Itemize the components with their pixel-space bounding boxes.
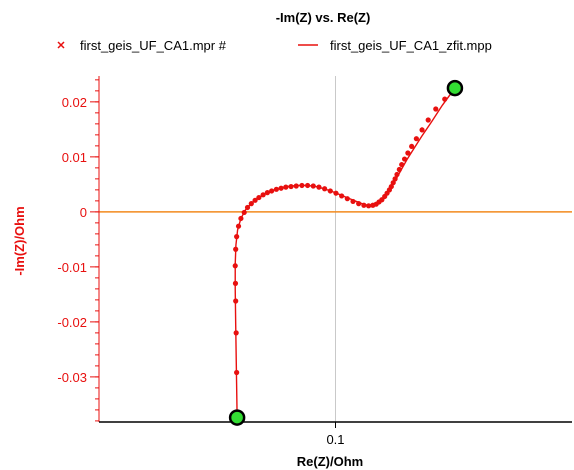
- endpoint-marker: [228, 409, 246, 426]
- data-point: [248, 201, 254, 207]
- data-point: [392, 176, 398, 182]
- data-point: [273, 186, 279, 192]
- data-point: [269, 188, 275, 194]
- data-point: [322, 186, 328, 192]
- data-point: [333, 190, 339, 196]
- legend-label-series-0: first_geis_UF_CA1.mpr #: [80, 38, 227, 53]
- data-point: [413, 136, 419, 142]
- data-point: [256, 194, 262, 201]
- data-point: [425, 117, 431, 123]
- data-point: [401, 156, 408, 162]
- y-tick-label: 0.01: [62, 150, 87, 165]
- data-point: [233, 330, 239, 336]
- data-point: [394, 171, 400, 178]
- data-point: [260, 192, 266, 198]
- data-point: [252, 197, 258, 203]
- y-tick-label: 0.02: [62, 95, 87, 110]
- data-point: [278, 185, 284, 191]
- legend-label-series-1: first_geis_UF_CA1_zfit.mpp: [330, 38, 492, 53]
- y-axis-title: -Im(Z)/Ohm: [12, 206, 27, 275]
- data-point: [233, 246, 239, 252]
- data-point: [339, 193, 345, 199]
- y-tick-label: -0.02: [57, 315, 87, 330]
- data-point: [304, 182, 311, 189]
- data-point: [244, 204, 251, 211]
- data-point: [405, 150, 411, 156]
- legend-marker-x: [57, 41, 65, 49]
- x-tick-label: 0.1: [326, 432, 344, 447]
- data-point: [293, 183, 299, 189]
- legend: first_geis_UF_CA1.mpr # first_geis_UF_CA…: [57, 38, 492, 53]
- data-point: [409, 143, 415, 150]
- data-point: [366, 203, 372, 209]
- data-point: [232, 263, 238, 269]
- data-point: [238, 215, 244, 222]
- data-point: [396, 166, 402, 173]
- data-point: [390, 180, 396, 186]
- chart-title: -Im(Z) vs. Re(Z): [276, 10, 371, 25]
- data-point: [388, 183, 394, 190]
- data-point: [234, 369, 240, 376]
- data-point: [419, 127, 425, 133]
- data-point: [327, 188, 333, 194]
- y-tick-label: 0: [80, 205, 87, 220]
- data-point: [399, 161, 405, 168]
- data-point: [234, 234, 240, 240]
- y-tick-label: -0.03: [57, 370, 87, 385]
- data-point: [232, 280, 239, 286]
- data-point: [344, 196, 350, 202]
- x-axis-title: Re(Z)/Ohm: [297, 454, 363, 469]
- data-point: [233, 298, 239, 304]
- data-point: [361, 202, 367, 208]
- data-point: [264, 190, 270, 196]
- data-point: [299, 182, 305, 189]
- fit-line: [234, 87, 456, 418]
- data-point: [283, 184, 289, 190]
- data-point: [310, 183, 316, 189]
- data-point: [235, 223, 242, 229]
- data-point: [356, 201, 362, 207]
- data-point: [442, 96, 448, 102]
- data-point: [288, 183, 294, 190]
- data-point: [316, 184, 322, 190]
- data-point: [241, 209, 247, 216]
- y-tick-label: -0.01: [57, 260, 87, 275]
- endpoint-marker: [446, 79, 464, 97]
- data-point: [350, 198, 356, 205]
- data-point: [433, 106, 439, 112]
- plot-area: 0.02 0.01 0 -0.01 -0.02 -0.03 0.1: [57, 76, 572, 447]
